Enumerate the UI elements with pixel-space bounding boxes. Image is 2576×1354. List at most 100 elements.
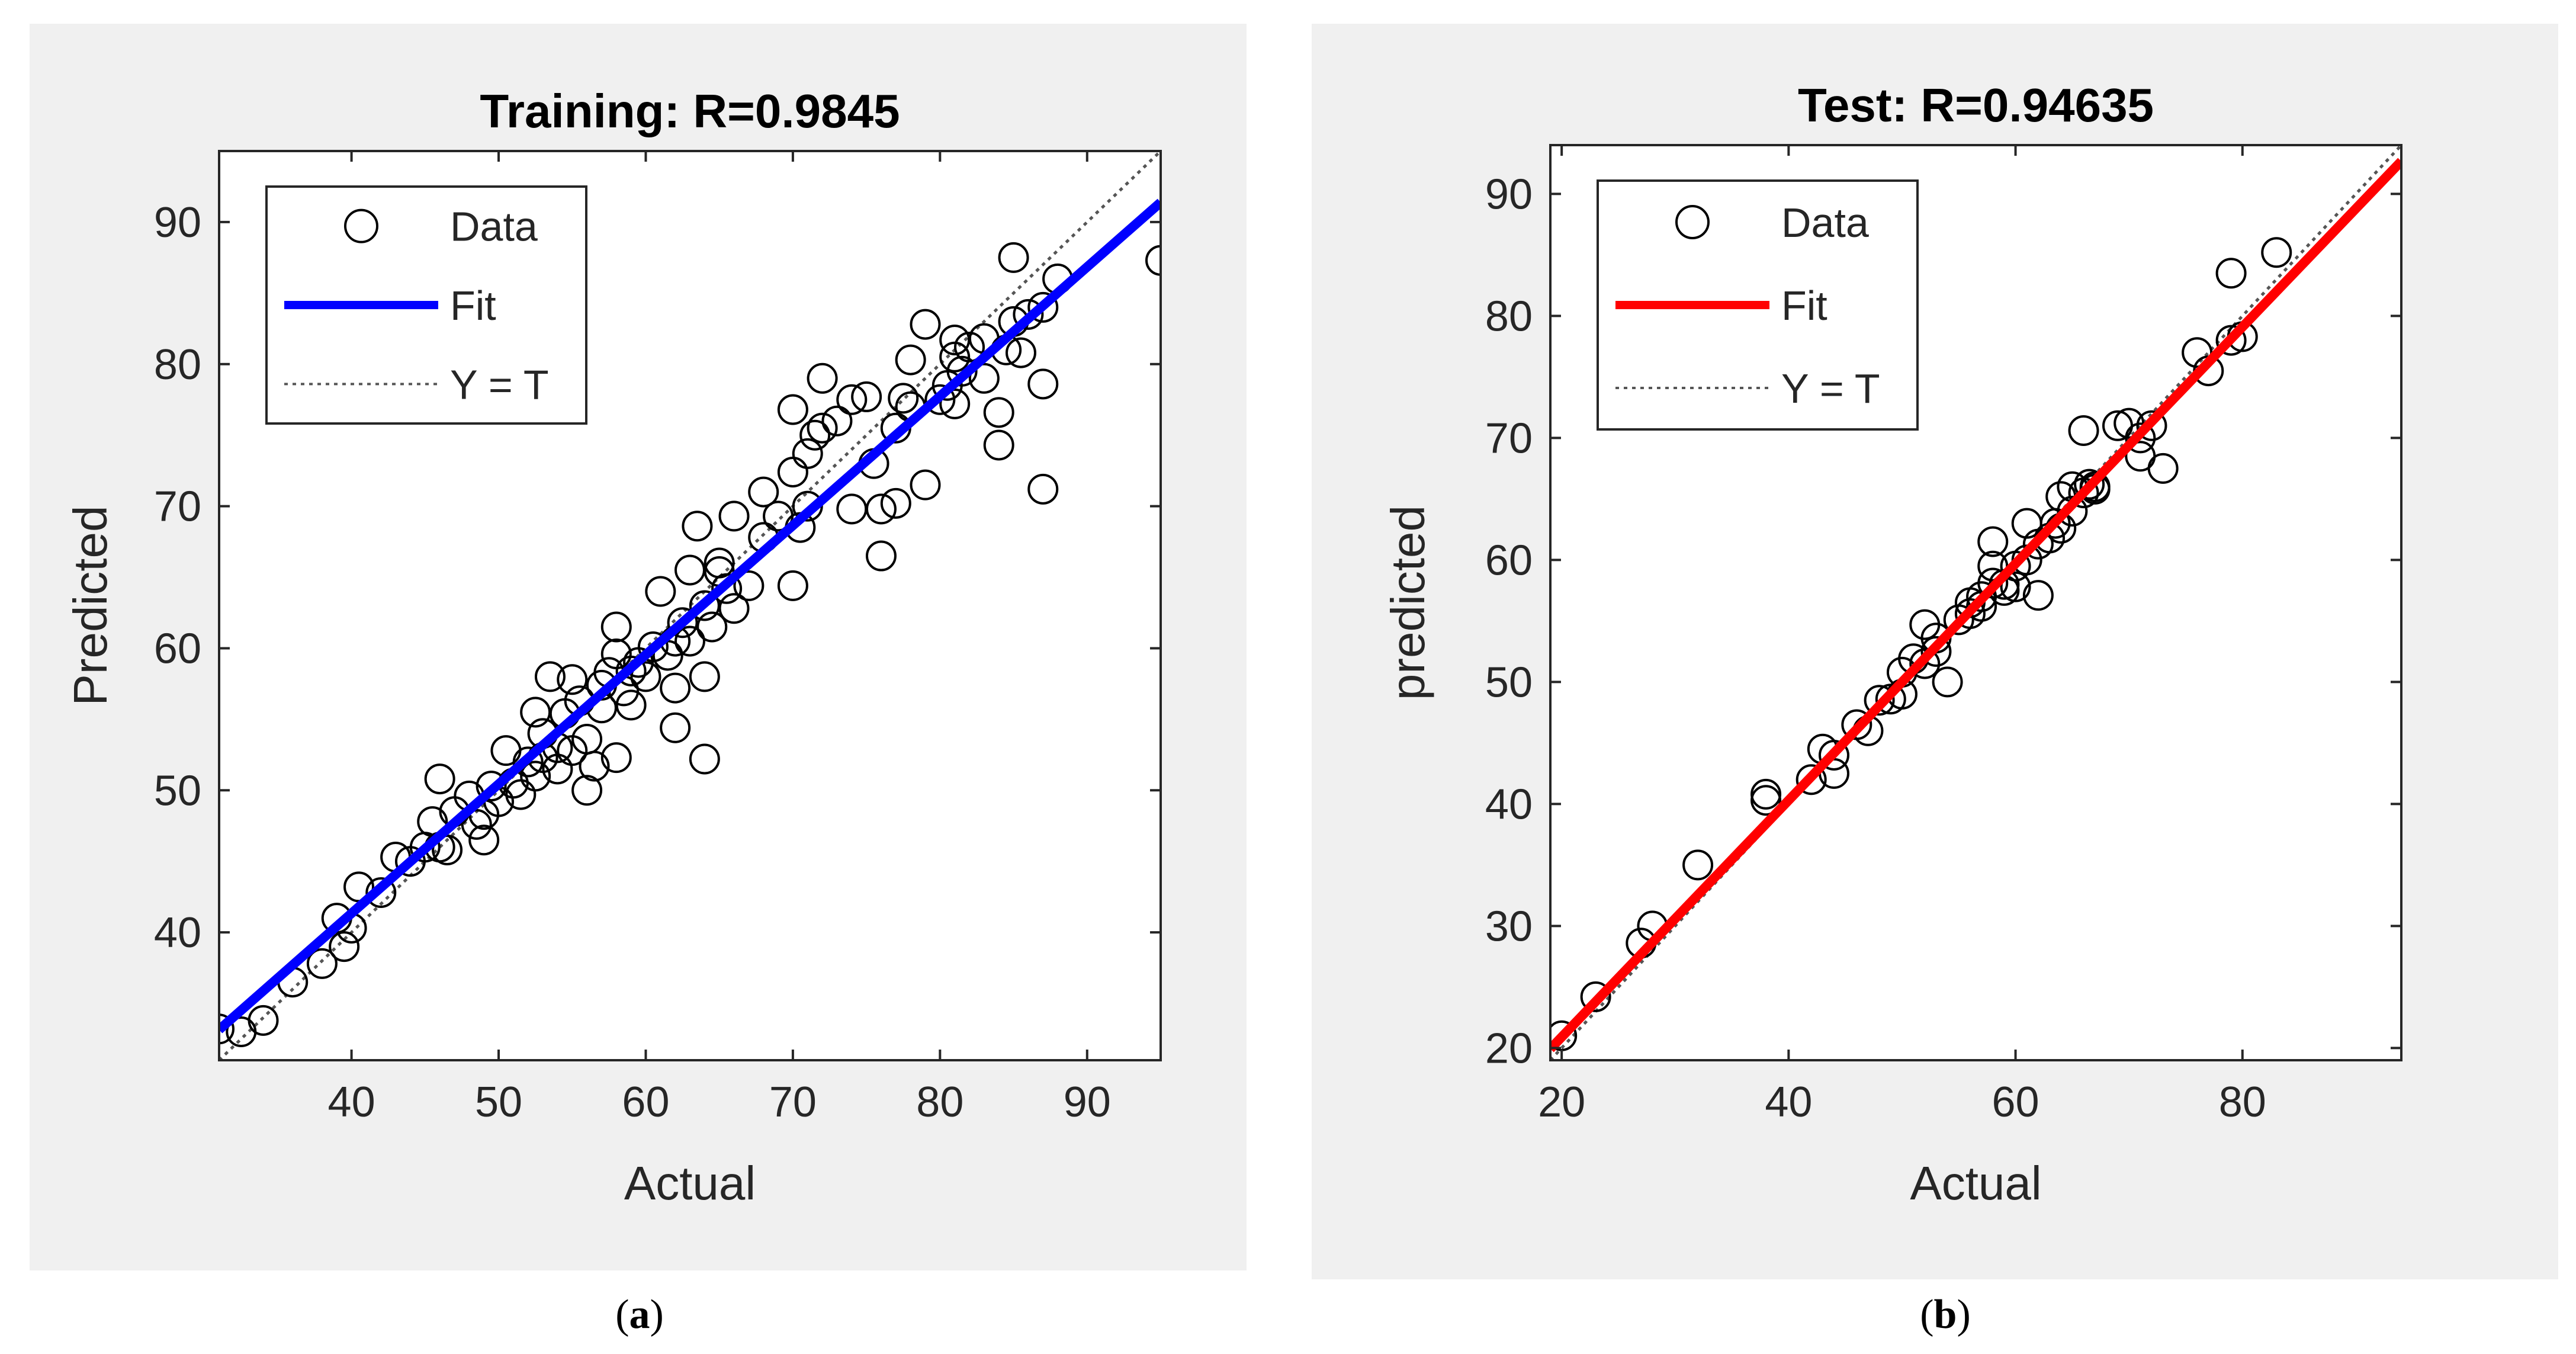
data-point bbox=[579, 750, 610, 782]
y-tick-label: 70 bbox=[1485, 415, 1533, 462]
data-point bbox=[248, 1005, 279, 1036]
plot-area: 20 40 60 80 20 30 40 50 60 70 80 90 Test: R=0.94635 A… bbox=[1382, 79, 2402, 1209]
chart-panel-test: 20 40 60 80 20 30 40 50 60 70 80 90 Test: R=0.94635 A… bbox=[1312, 24, 2558, 1279]
data-point bbox=[946, 355, 978, 387]
data-point bbox=[476, 771, 507, 802]
y-tick-label: 80 bbox=[154, 341, 201, 389]
data-point bbox=[924, 384, 956, 415]
data-point bbox=[1796, 764, 1827, 795]
data-point bbox=[557, 664, 588, 695]
x-tick-label: 40 bbox=[1765, 1079, 1812, 1126]
data-point bbox=[630, 661, 661, 692]
fit-line bbox=[1550, 158, 2401, 1053]
data-point bbox=[1580, 981, 1611, 1012]
x-tick-label: 70 bbox=[769, 1079, 817, 1126]
data-point bbox=[1932, 666, 1963, 698]
data-point bbox=[468, 824, 500, 856]
data-point bbox=[1909, 648, 1941, 679]
data-point bbox=[461, 808, 492, 840]
legend-marker-symbol bbox=[1675, 205, 1710, 239]
y-axis-label: predicted bbox=[1382, 505, 1434, 700]
data-layer bbox=[219, 151, 1161, 1060]
data-point bbox=[512, 746, 544, 778]
data-point bbox=[2125, 422, 2156, 454]
data-point bbox=[1920, 636, 1952, 667]
data-point bbox=[1977, 526, 2009, 557]
data-point bbox=[689, 743, 720, 775]
data-point bbox=[667, 607, 698, 639]
legend-entry-label: Fit bbox=[450, 283, 496, 329]
legend-entry-label: Y = T bbox=[450, 361, 549, 408]
x-tick-label: 90 bbox=[1064, 1079, 1111, 1126]
data-point bbox=[2215, 258, 2247, 289]
data-point bbox=[1682, 849, 1714, 881]
data-point bbox=[674, 625, 705, 657]
data-point bbox=[2261, 237, 2292, 268]
data-point bbox=[534, 661, 566, 692]
chart-panel-training: 40 50 60 70 80 90 40 50 60 70 80 90 Training: R=0.98… bbox=[30, 24, 1247, 1270]
y-tick-label: 90 bbox=[154, 199, 201, 246]
data-point bbox=[718, 500, 750, 532]
data-point bbox=[807, 412, 838, 444]
data-point bbox=[939, 388, 971, 419]
caption-a: (a) bbox=[615, 1292, 664, 1337]
caption-letter: a bbox=[629, 1292, 650, 1337]
data-point bbox=[2136, 410, 2167, 441]
chart-title: Test: R=0.94635 bbox=[1798, 79, 2154, 131]
data-point bbox=[1027, 291, 1059, 323]
data-point bbox=[733, 570, 765, 601]
x-axis-label: Actual bbox=[624, 1157, 756, 1209]
data-point bbox=[365, 877, 397, 908]
data-point bbox=[329, 931, 360, 962]
data-point bbox=[660, 712, 691, 743]
data-point bbox=[880, 487, 911, 519]
data-point bbox=[571, 775, 603, 806]
data-point bbox=[2147, 453, 2179, 484]
data-point bbox=[637, 631, 669, 663]
data-point bbox=[777, 570, 808, 601]
caption-letter: b bbox=[1933, 1292, 1957, 1337]
plot-area: 40 50 60 70 80 90 40 50 60 70 80 90 Training: R=0.98… bbox=[64, 85, 1162, 1209]
data-point bbox=[1864, 685, 1895, 716]
data-point bbox=[645, 576, 676, 607]
data-point bbox=[600, 742, 632, 774]
data-point bbox=[1027, 473, 1059, 505]
data-point bbox=[689, 661, 720, 692]
data-point bbox=[983, 429, 1014, 461]
x-tick-label: 80 bbox=[916, 1079, 963, 1126]
legend-marker-symbol bbox=[344, 208, 378, 243]
y-tick-label: 40 bbox=[1485, 781, 1533, 828]
y-tick-label: 40 bbox=[154, 909, 201, 957]
legend: Data Fit Y = T bbox=[265, 185, 587, 425]
data-point bbox=[2068, 415, 2099, 447]
data-point bbox=[711, 573, 743, 604]
data-point bbox=[2057, 496, 2088, 527]
data-point bbox=[1750, 785, 1782, 816]
y-tick-label: 80 bbox=[1485, 293, 1533, 340]
data-point bbox=[910, 469, 941, 500]
y-tick-label: 50 bbox=[154, 767, 201, 814]
y-axis-label: Predicted bbox=[64, 506, 117, 706]
data-point bbox=[1145, 245, 1161, 276]
data-point bbox=[777, 394, 808, 425]
data-point bbox=[718, 593, 750, 624]
data-point bbox=[821, 405, 853, 437]
legend-entry-label: Data bbox=[450, 204, 538, 250]
data-point bbox=[689, 590, 720, 621]
data-point bbox=[968, 362, 1000, 394]
data-point bbox=[615, 655, 647, 686]
y-tick-label: 20 bbox=[1485, 1025, 1533, 1072]
data-point bbox=[520, 761, 551, 792]
data-point bbox=[2215, 325, 2247, 356]
data-point bbox=[660, 672, 691, 704]
x-tick-label: 60 bbox=[1992, 1079, 2039, 1126]
data-point bbox=[2022, 580, 2054, 611]
data-layer bbox=[1550, 145, 2401, 1060]
fit-line bbox=[219, 198, 1161, 1034]
legend-entry-label: Data bbox=[1781, 200, 1869, 246]
data-point bbox=[1005, 337, 1036, 368]
legend: Data Fit Y = T bbox=[1597, 179, 1919, 431]
data-point bbox=[306, 948, 338, 979]
identity-line bbox=[219, 151, 1161, 1060]
data-point bbox=[424, 763, 455, 795]
